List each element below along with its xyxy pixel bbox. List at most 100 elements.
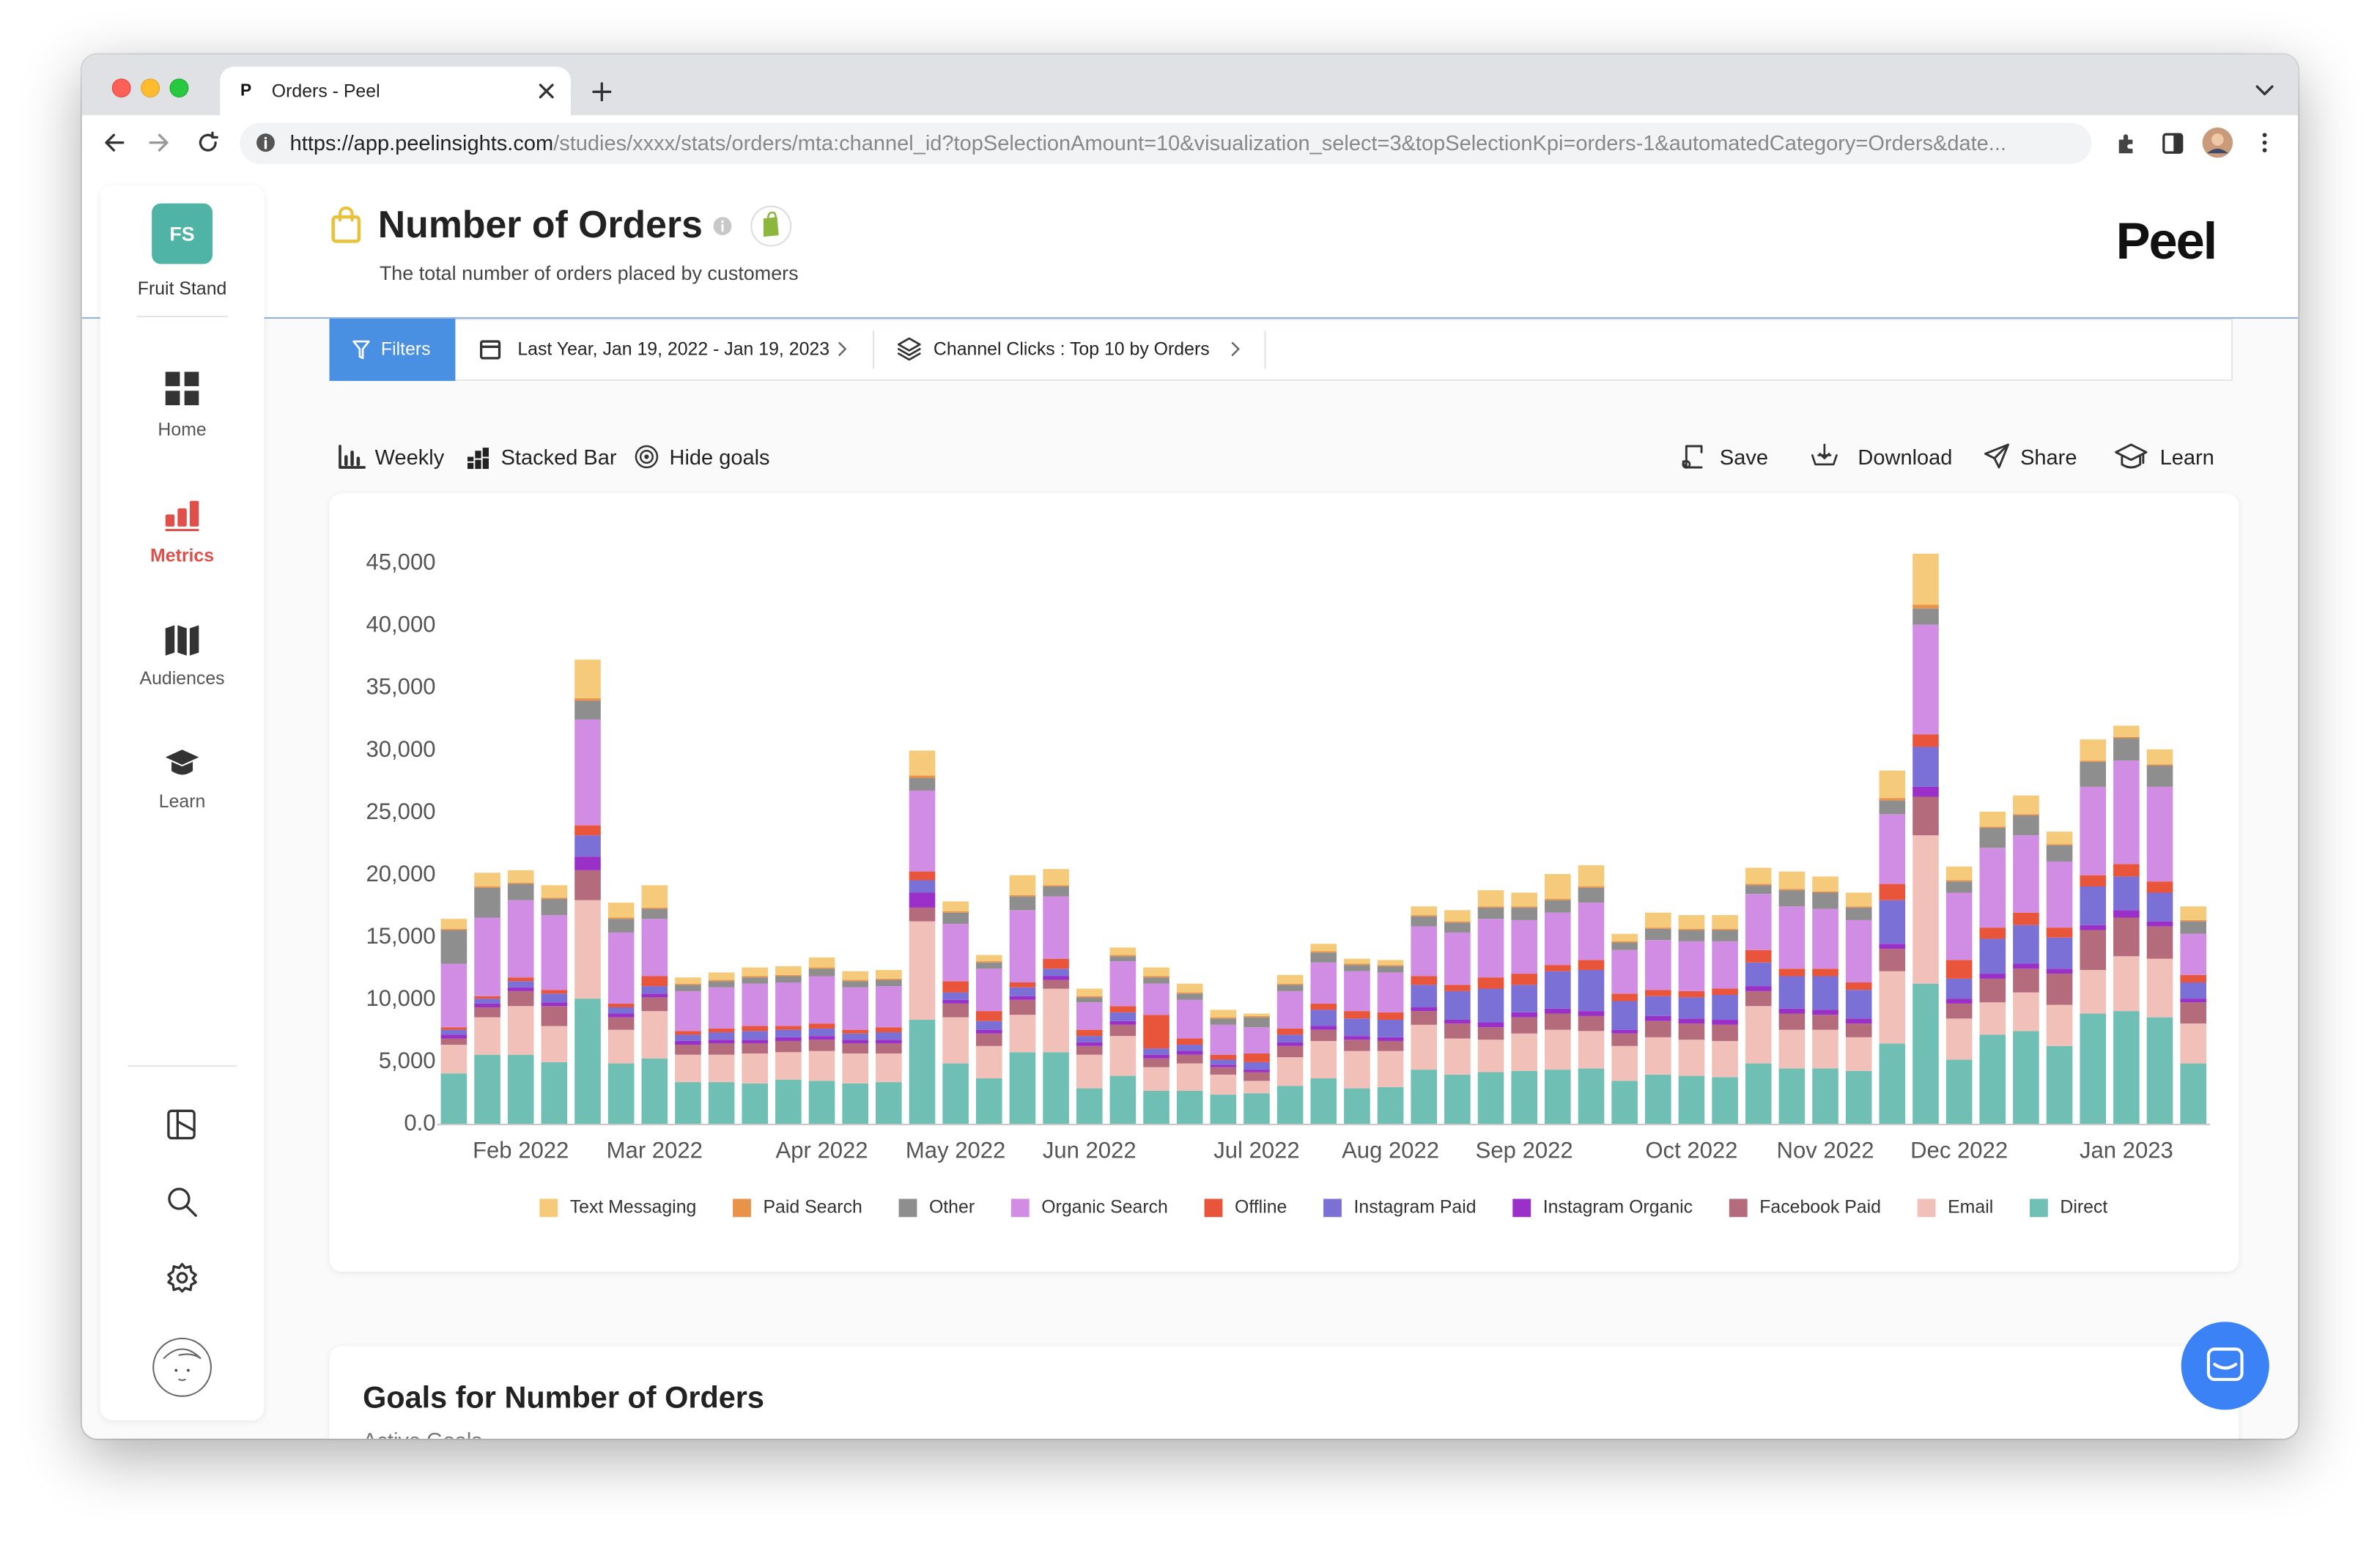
bar-segment <box>2180 906 2206 920</box>
bar-segment <box>1344 1040 1370 1051</box>
bar-segment <box>440 930 468 964</box>
info-icon[interactable] <box>713 217 732 236</box>
learn-button[interactable]: Learn <box>2159 444 2214 470</box>
home-icon[interactable] <box>164 370 201 407</box>
channel-selection[interactable]: Channel Clicks : Top 10 by Orders <box>933 338 1210 360</box>
date-chevron[interactable] <box>838 341 847 357</box>
nav-learn[interactable]: Learn <box>158 790 206 812</box>
channel-chevron[interactable] <box>1231 341 1240 357</box>
interval-selector[interactable]: Weekly <box>374 444 445 470</box>
browser-menu[interactable] <box>2260 130 2269 155</box>
x-tick-label: Sep 2022 <box>1476 1137 1573 1163</box>
x-tick-label: Nov 2022 <box>1777 1137 1874 1163</box>
bar-segment <box>1644 928 1671 941</box>
settings-icon[interactable] <box>167 1262 197 1293</box>
bar-segment <box>1210 1024 1237 1055</box>
profile-avatar[interactable] <box>2202 127 2233 158</box>
tab-menu[interactable] <box>2255 85 2274 97</box>
bar-segment <box>1845 892 1872 907</box>
bar-segment <box>1344 958 1370 964</box>
tab-close[interactable] <box>537 82 555 100</box>
bar-segment <box>708 1028 735 1033</box>
chart: 0.0 5,000 10,000 15,000 20,000 25,000 30,000 35… <box>366 549 2211 1218</box>
bar-segment <box>1243 1017 1270 1028</box>
forward-button[interactable] <box>149 132 170 153</box>
bar-segment <box>1644 1074 1671 1125</box>
bar-segment <box>1411 1011 1438 1025</box>
hide-goals-toggle[interactable]: Hide goals <box>669 444 770 470</box>
bar-segment <box>1009 895 1036 897</box>
share-button[interactable]: Share <box>2020 444 2077 470</box>
bar-segment <box>440 1029 468 1035</box>
date-range[interactable]: Last Year, Jan 19, 2022 - Jan 19, 2023 <box>517 338 830 360</box>
bar-segment <box>909 775 936 778</box>
new-tab[interactable] <box>592 82 612 102</box>
bar-segment <box>1745 1006 1772 1064</box>
bar-segment <box>1678 928 1705 930</box>
active-tab[interactable] <box>220 67 571 117</box>
back-button[interactable] <box>103 132 125 153</box>
user-avatar[interactable] <box>152 1337 212 1398</box>
bar-segment <box>607 1063 635 1125</box>
bar-segment <box>1745 962 1772 987</box>
chat-launcher[interactable] <box>2181 1322 2269 1410</box>
extensions[interactable] <box>2115 132 2137 155</box>
bar-segment <box>1176 1090 1203 1125</box>
bar-segment <box>1712 1077 1738 1125</box>
filters-button[interactable] <box>329 319 456 381</box>
nav-audiences[interactable]: Audiences <box>139 667 225 689</box>
bar-segment <box>607 919 635 933</box>
bar-segment <box>641 1058 668 1125</box>
learn-icon[interactable] <box>164 748 201 778</box>
bar-segment <box>975 955 1002 962</box>
bar-segment <box>1945 1003 1973 1019</box>
site-info[interactable] <box>255 132 276 153</box>
reload-button[interactable] <box>197 131 218 153</box>
bar-segment <box>942 901 969 912</box>
download-button[interactable]: Download <box>1858 444 1953 470</box>
bar-segment <box>1945 1059 1973 1125</box>
audiences-icon[interactable] <box>164 623 201 657</box>
reports-icon[interactable] <box>167 1109 197 1140</box>
bar-segment <box>1477 890 1504 907</box>
bar-segment <box>775 1026 802 1030</box>
bar-segment <box>1344 971 1370 1012</box>
nav-metrics[interactable]: Metrics <box>150 544 215 566</box>
window-controls[interactable] <box>82 55 218 116</box>
search-icon[interactable] <box>167 1187 197 1217</box>
page-header <box>81 171 2299 319</box>
bar-segment <box>440 1038 468 1045</box>
side-panel[interactable] <box>2162 132 2184 155</box>
bar-segment <box>942 981 969 993</box>
legend-swatch <box>1010 1199 1030 1218</box>
bar-segment <box>1879 971 1906 1044</box>
bar-segment <box>1210 1064 1237 1067</box>
bar-segment <box>1477 988 1504 1023</box>
bar-segment <box>1678 930 1705 941</box>
y-tick-label: 35,000 <box>366 674 435 700</box>
bar-segment <box>1076 1002 1103 1030</box>
bar-segment <box>2113 956 2140 1012</box>
workspace-avatar[interactable] <box>152 203 213 264</box>
bar-segment <box>675 1045 701 1055</box>
bar-segment <box>1310 944 1337 952</box>
bar-segment <box>708 979 735 982</box>
download-icon <box>1811 443 1838 466</box>
save-button[interactable]: Save <box>1719 444 1769 470</box>
chart-type-selector[interactable]: Stacked Bar <box>500 444 617 470</box>
bar-segment <box>808 957 835 968</box>
bar-segment <box>975 1078 1002 1125</box>
bar-segment <box>876 979 902 987</box>
bar-segment <box>1176 1045 1203 1051</box>
url-bar[interactable] <box>240 122 2092 164</box>
legend-swatch <box>1729 1199 1748 1218</box>
bar-segment <box>1745 867 1772 884</box>
bar-segment <box>1778 906 1806 969</box>
bar-segment <box>1444 1023 1471 1039</box>
nav-home[interactable]: Home <box>158 418 207 440</box>
bar-segment <box>1143 1048 1169 1055</box>
bar-segment <box>1644 996 1671 1016</box>
bar-segment <box>2046 844 2073 845</box>
metrics-icon[interactable] <box>164 497 201 532</box>
bar-segment <box>1979 927 2006 939</box>
